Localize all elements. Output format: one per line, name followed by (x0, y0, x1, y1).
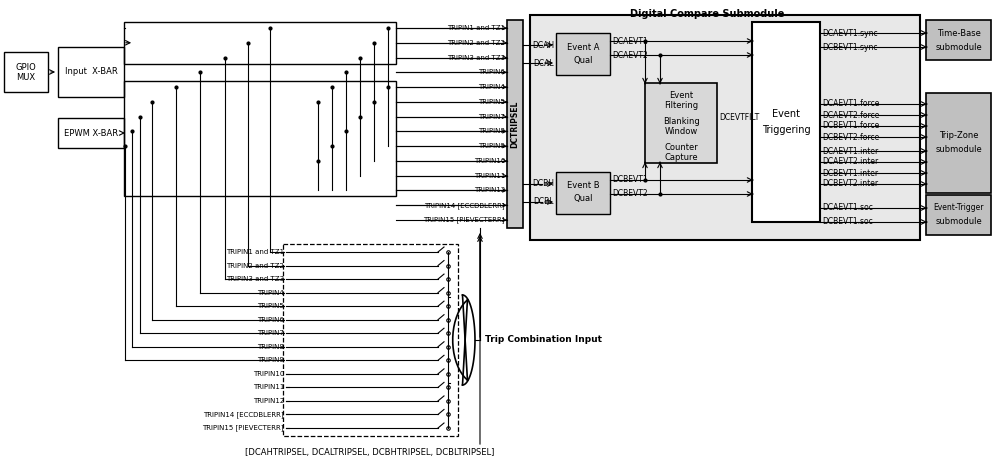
Text: DCAEVT1: DCAEVT1 (612, 36, 647, 45)
Bar (124, 22, 396, 64)
Text: TRIPIN7: TRIPIN7 (257, 330, 284, 336)
Bar (926, 195, 991, 235)
Text: TRIPIN15 [PIEVECTERR]: TRIPIN15 [PIEVECTERR] (203, 425, 284, 432)
Text: TRIPIN9: TRIPIN9 (478, 143, 505, 149)
Text: TRIPIN10: TRIPIN10 (252, 371, 284, 377)
Text: DCEVTFILT: DCEVTFILT (719, 113, 760, 122)
Text: TRIPIN4: TRIPIN4 (257, 290, 284, 296)
Text: TRIPIN15 [PIEVECTERR]: TRIPIN15 [PIEVECTERR] (423, 217, 505, 223)
Text: DCTRIPSEL: DCTRIPSEL (510, 100, 519, 148)
Text: DCBEVT1.inter: DCBEVT1.inter (822, 169, 878, 177)
Text: TRIPIN11: TRIPIN11 (252, 384, 284, 390)
Text: Event: Event (669, 91, 693, 99)
Text: submodule: submodule (935, 146, 982, 154)
Text: Filtering: Filtering (664, 101, 698, 109)
Text: TRIPIN8: TRIPIN8 (478, 128, 505, 134)
Text: DCBEVT1.soc: DCBEVT1.soc (822, 218, 873, 226)
Text: Event: Event (772, 109, 800, 119)
Text: TRIPIN6: TRIPIN6 (478, 69, 505, 75)
Text: DCBEVT1: DCBEVT1 (612, 176, 647, 184)
Text: DCAL: DCAL (533, 59, 554, 67)
Bar (58, 118, 124, 148)
Text: TRIPIN3 and TZ3: TRIPIN3 and TZ3 (447, 55, 505, 61)
Text: Triggering: Triggering (762, 125, 810, 135)
Text: TRIPIN12: TRIPIN12 (253, 398, 284, 404)
Text: DCBEVT1.force: DCBEVT1.force (822, 122, 879, 130)
Text: TRIPIN5: TRIPIN5 (257, 303, 284, 309)
Bar (507, 20, 523, 228)
Bar (926, 20, 991, 60)
Text: TRIPIN2 and TZ2: TRIPIN2 and TZ2 (226, 262, 284, 268)
Text: Time-Base: Time-Base (936, 29, 980, 37)
Text: TRIPIN7: TRIPIN7 (478, 114, 505, 120)
Bar (124, 81, 396, 196)
Text: TRIPIN11: TRIPIN11 (474, 173, 505, 179)
Text: Event A: Event A (567, 43, 599, 51)
Bar (58, 47, 124, 97)
Text: DCAEVT2: DCAEVT2 (612, 50, 647, 60)
Text: EPWM X-BAR: EPWM X-BAR (64, 128, 118, 138)
Text: DCBH: DCBH (532, 180, 554, 188)
Text: DCAEVT1.force: DCAEVT1.force (822, 99, 880, 109)
Text: TRIPIN6: TRIPIN6 (257, 316, 284, 322)
Text: TRIPIN8: TRIPIN8 (257, 344, 284, 350)
Text: DCAEVT1.soc: DCAEVT1.soc (822, 203, 873, 213)
Text: DCAH: DCAH (532, 41, 554, 49)
Text: TRIPIN9: TRIPIN9 (257, 357, 284, 363)
Text: TRIPIN1 and TZ1: TRIPIN1 and TZ1 (447, 25, 505, 31)
Text: DCAEVT2.force: DCAEVT2.force (822, 110, 880, 120)
Text: Qual: Qual (573, 55, 593, 65)
Text: TRIPIN10: TRIPIN10 (474, 158, 505, 164)
Text: submodule: submodule (935, 43, 982, 51)
Text: DCBL: DCBL (533, 197, 554, 207)
Text: DCAEVT1.sync: DCAEVT1.sync (822, 29, 878, 37)
Text: Event-Trigger: Event-Trigger (933, 203, 984, 213)
Text: DCBEVT2.inter: DCBEVT2.inter (822, 180, 878, 188)
Bar (556, 172, 610, 214)
Text: TRIPIN5: TRIPIN5 (479, 99, 505, 105)
Text: TRIPIN1 and TZ1: TRIPIN1 and TZ1 (225, 249, 284, 255)
Text: Qual: Qual (573, 195, 593, 203)
Text: TRIPIN14 [ECCDBLERR]: TRIPIN14 [ECCDBLERR] (424, 202, 505, 209)
Bar (283, 244, 458, 436)
Text: Blanking: Blanking (662, 117, 699, 127)
Text: TRIPIN4: TRIPIN4 (479, 84, 505, 90)
Text: TRIPIN14 [ECCDBLERR]: TRIPIN14 [ECCDBLERR] (204, 411, 284, 418)
Text: submodule: submodule (935, 218, 982, 226)
Text: Digital Compare Submodule: Digital Compare Submodule (630, 9, 784, 19)
Text: Input  X-BAR: Input X-BAR (65, 67, 117, 77)
Text: TRIPIN12: TRIPIN12 (474, 188, 505, 194)
Text: Capture: Capture (664, 152, 698, 162)
Bar (926, 93, 991, 193)
Bar (752, 22, 820, 222)
Text: TRIPIN3 and TZ3: TRIPIN3 and TZ3 (225, 276, 284, 282)
Text: [DCAHTRIPSEL, DCALTRIPSEL, DCBHTRIPSEL, DCBLTRIPSEL]: [DCAHTRIPSEL, DCALTRIPSEL, DCBHTRIPSEL, … (245, 449, 495, 457)
Text: DCBEVT1.sync: DCBEVT1.sync (822, 43, 878, 51)
Text: MUX: MUX (17, 73, 36, 81)
Text: TRIPIN2 and TZ2: TRIPIN2 and TZ2 (447, 40, 505, 46)
Text: DCAEVT2.inter: DCAEVT2.inter (822, 158, 878, 166)
Text: Trip Combination Input: Trip Combination Input (485, 335, 602, 345)
Text: GPIO: GPIO (16, 62, 37, 72)
Text: DCBEVT2.force: DCBEVT2.force (822, 133, 879, 141)
Bar (4, 52, 48, 92)
Bar (645, 83, 717, 163)
Text: Event B: Event B (567, 182, 600, 190)
Text: Window: Window (664, 128, 698, 136)
Text: DCBEVT2: DCBEVT2 (612, 189, 647, 199)
Bar (530, 15, 920, 240)
Text: Trip-Zone: Trip-Zone (938, 132, 978, 140)
Text: DCAEVT1.inter: DCAEVT1.inter (822, 146, 878, 156)
Bar (556, 33, 610, 75)
Text: Counter: Counter (664, 142, 698, 152)
